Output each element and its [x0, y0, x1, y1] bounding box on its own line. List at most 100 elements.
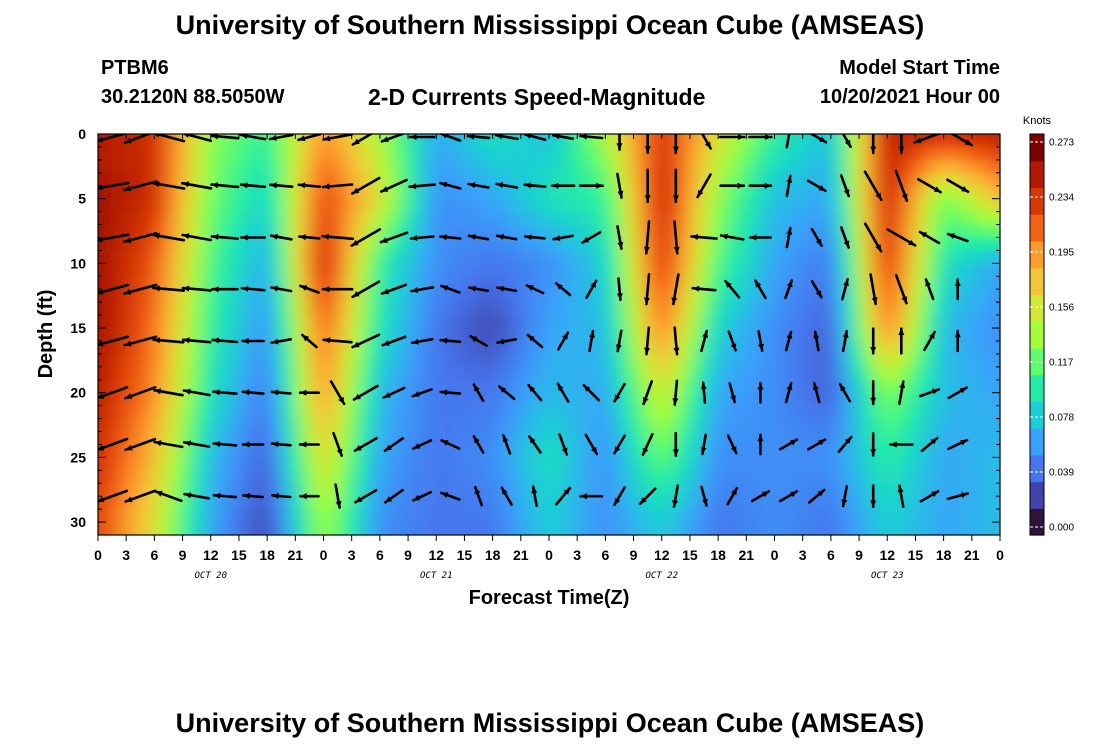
heatmap-cell: [689, 496, 705, 510]
heatmap-cell: [718, 159, 734, 174]
heatmap-cell: [859, 457, 874, 472]
heatmap-cell: [436, 302, 452, 316]
vector-head: [702, 498, 708, 506]
heatmap-cell: [549, 315, 564, 329]
vector-head: [154, 388, 162, 395]
heatmap-cell: [534, 276, 550, 291]
heatmap-cell: [379, 315, 395, 329]
heatmap-cell: [1000, 173, 1015, 187]
current-vector: [924, 278, 935, 301]
heatmap-cell: [844, 392, 860, 407]
heatmap-cell: [408, 522, 423, 535]
current-vector: [123, 134, 153, 144]
vector-head: [730, 446, 737, 454]
heatmap-cell: [802, 522, 818, 535]
heatmap-cell: [337, 159, 353, 174]
heatmap-cell: [492, 470, 508, 485]
heatmap-cell: [253, 483, 268, 497]
heatmap-cell: [774, 483, 790, 497]
heatmap-cell: [774, 250, 790, 265]
heatmap-cell: [224, 509, 240, 523]
heatmap-cell: [633, 379, 649, 394]
heatmap-cell: [196, 353, 212, 368]
heatmap-cell: [844, 198, 860, 213]
heatmap-cell: [323, 172, 339, 187]
heatmap-cell: [238, 263, 254, 278]
heatmap-cell: [563, 457, 578, 472]
heatmap-cell: [154, 250, 170, 265]
heatmap-cell: [675, 198, 691, 213]
heatmap-cell: [323, 276, 339, 291]
heatmap-cell: [718, 522, 734, 535]
heatmap-cell: [112, 366, 127, 381]
x-tick-label: 18: [485, 547, 501, 563]
heatmap-cell: [436, 146, 452, 161]
heatmap-cell: [464, 496, 480, 510]
heatmap-cell: [464, 250, 480, 265]
current-vector: [240, 285, 266, 292]
heatmap-cell: [112, 470, 127, 485]
heatmap-cell: [520, 198, 536, 213]
current-vector: [719, 182, 746, 189]
heatmap-cell: [154, 353, 170, 368]
heatmap-cell: [774, 198, 790, 213]
heatmap-cell: [844, 302, 860, 316]
heatmap-cell: [337, 522, 353, 535]
heatmap-cell: [253, 146, 268, 161]
heatmap-cell: [887, 289, 903, 303]
vector-shaft: [785, 134, 791, 149]
heatmap-cell: [182, 470, 198, 485]
heatmap-cell: [915, 289, 931, 303]
heatmap-cell: [971, 302, 987, 316]
heatmap-cell: [689, 431, 705, 446]
heatmap-cell: [887, 185, 903, 200]
vector-head: [155, 490, 163, 497]
heatmap-cell: [718, 198, 734, 213]
heatmap-cell: [816, 522, 832, 535]
heatmap-cell: [450, 224, 466, 239]
heatmap-cell: [901, 340, 917, 355]
vector-head: [338, 396, 345, 404]
heatmap-cell: [450, 405, 466, 420]
heatmap-cell: [774, 328, 790, 342]
heatmap-cell: [436, 366, 452, 381]
vector-head: [154, 440, 162, 447]
heatmap-cell: [168, 444, 184, 459]
heatmap-cell: [379, 366, 395, 381]
heatmap-cell: [112, 444, 127, 459]
vector-head: [300, 285, 308, 291]
heatmap-cell: [408, 276, 423, 291]
heatmap-cell: [112, 392, 127, 407]
heatmap-cell: [971, 470, 987, 485]
heatmap-cell: [281, 172, 297, 187]
heatmap-cell: [534, 302, 550, 316]
heatmap-cell: [464, 146, 480, 161]
heatmap-cell: [633, 353, 649, 368]
vector-head: [474, 487, 481, 495]
heatmap-cell: [873, 315, 889, 329]
heatmap-cell: [351, 172, 367, 187]
current-vector: [268, 182, 294, 189]
heatmap-cell: [98, 509, 113, 523]
heatmap-cell: [774, 315, 790, 329]
current-vector: [949, 134, 974, 147]
vector-head: [615, 344, 622, 352]
x-tick-label: 9: [855, 547, 863, 563]
heatmap-cell: [816, 315, 832, 329]
heatmap-cell: [351, 431, 367, 446]
heatmap-cell: [267, 146, 283, 161]
current-vector: [579, 493, 604, 500]
heatmap-cell: [196, 146, 212, 161]
heatmap-cell: [238, 496, 254, 510]
heatmap-cell: [98, 431, 113, 446]
heatmap-cell: [281, 198, 297, 213]
heatmap-cell: [323, 418, 339, 433]
current-vector: [616, 277, 623, 302]
heatmap-cell: [168, 431, 184, 446]
heatmap-cell: [957, 496, 973, 510]
heatmap-cell: [393, 496, 409, 510]
heatmap-cell: [1014, 302, 1029, 316]
heatmap-cell: [168, 353, 184, 368]
heatmap-cell: [520, 444, 536, 459]
heatmap-cell: [492, 328, 508, 342]
